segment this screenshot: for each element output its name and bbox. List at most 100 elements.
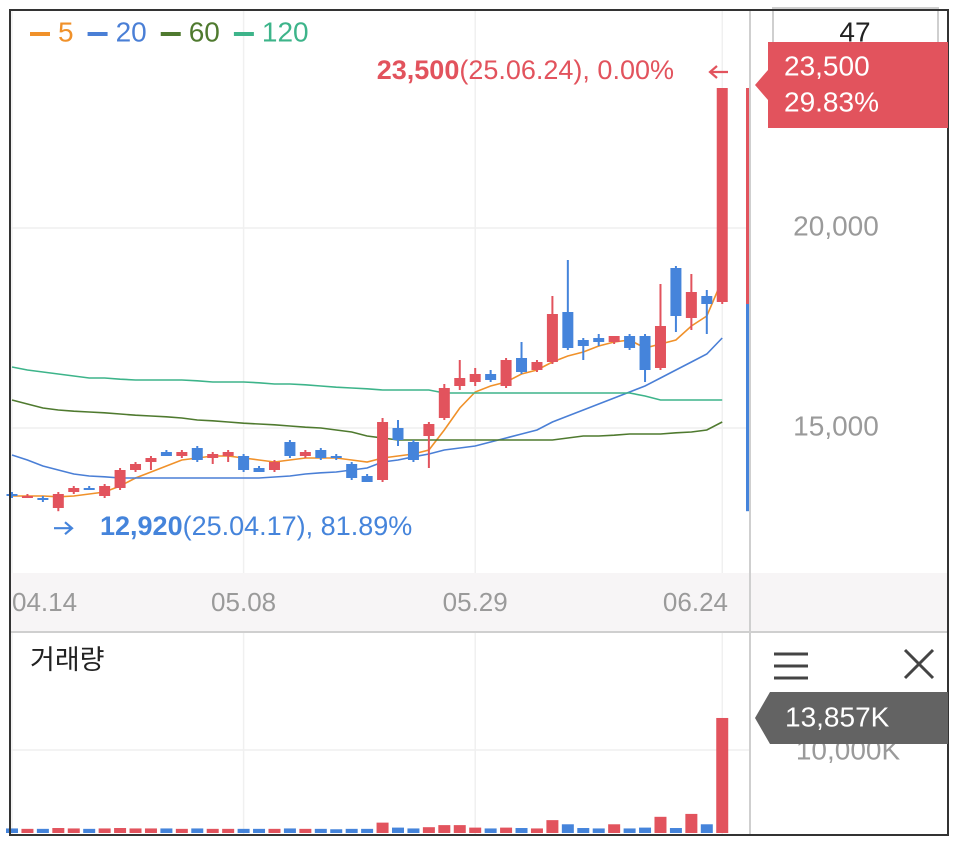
volume-bar <box>577 828 590 833</box>
volume-bar <box>98 828 111 833</box>
candle-body <box>83 488 95 490</box>
volume-bar <box>253 828 266 833</box>
legend-label: 5 <box>58 16 74 47</box>
volume-bar <box>623 828 636 833</box>
volume-bar <box>639 827 652 833</box>
volume-tag <box>755 691 948 744</box>
volume-bar <box>6 828 18 833</box>
price-tag <box>755 42 948 128</box>
candle-body <box>222 452 234 456</box>
candle-body <box>469 374 481 382</box>
volume-bar <box>469 827 482 833</box>
volume-bar <box>376 822 389 833</box>
volume-bar <box>361 828 374 833</box>
candle-body <box>52 494 64 508</box>
volume-bar <box>52 828 65 833</box>
candle-body <box>531 362 543 370</box>
x-tick-label: 05.29 <box>443 587 508 617</box>
close-icon-stroke[interactable] <box>903 648 935 680</box>
candle-body <box>423 424 435 436</box>
candle-body <box>238 456 250 470</box>
x-tick-label: 04.14 <box>12 587 77 617</box>
volume-tag-label: 13,857K <box>785 701 890 732</box>
volume-bar <box>314 828 327 833</box>
high-note: (25.06.24), 0.00% <box>459 55 674 85</box>
volume-bar <box>175 828 188 833</box>
volume-bar <box>206 828 219 833</box>
candle-body <box>37 498 49 500</box>
candle-body <box>191 448 203 460</box>
volume-bar <box>21 828 34 833</box>
menu-icon[interactable] <box>774 652 808 680</box>
legend-label: 120 <box>262 16 309 47</box>
ma-line <box>12 279 723 498</box>
volume-bar <box>345 828 358 833</box>
x-axis-band <box>10 573 948 632</box>
volume-bar <box>36 828 49 833</box>
ma-line <box>11 399 723 441</box>
volume-bar <box>530 828 543 833</box>
price-tag-label: 23,500 <box>784 50 870 81</box>
volume-bar <box>561 824 574 833</box>
low-note: (25.04.17), 81.89% <box>183 511 413 541</box>
candle-body <box>361 476 373 482</box>
candle-body <box>114 470 126 488</box>
high-annotation: 23,500(25.06.24), 0.00% <box>377 55 674 85</box>
candle-body <box>500 360 512 386</box>
volume-bar <box>592 828 605 833</box>
volume-bar <box>685 813 698 833</box>
candle-body <box>377 422 389 480</box>
volume-bar <box>392 827 404 833</box>
candle-body <box>562 312 574 348</box>
volume-bar <box>330 829 343 833</box>
legend-swatch <box>233 32 254 36</box>
candle-body <box>253 468 265 472</box>
y-tick-label: 20,000 <box>793 210 879 241</box>
candle-body <box>546 314 558 362</box>
candle-body <box>438 388 450 418</box>
candle-body <box>145 458 157 462</box>
low-annotation: 12,920(25.04.17), 81.89% <box>100 511 412 541</box>
candle-body <box>6 494 18 496</box>
ma-line <box>11 366 723 401</box>
candle-body <box>716 88 728 302</box>
volume-bar <box>237 828 250 833</box>
candle-body <box>299 452 311 456</box>
candle-body <box>99 486 111 496</box>
volume-title: 거래량 <box>30 645 105 675</box>
volume-bar <box>422 827 435 833</box>
y-tick-label: 15,000 <box>793 410 879 441</box>
candle-body <box>315 450 327 458</box>
candle-body <box>207 454 219 458</box>
x-tick-label: 06.24 <box>663 587 728 617</box>
candle-body <box>624 336 636 348</box>
candle-body <box>68 488 80 492</box>
candle-body <box>407 442 419 460</box>
volume-bar <box>114 828 127 833</box>
volume-bar <box>608 824 621 833</box>
candle-body <box>577 340 589 346</box>
volume-bar <box>299 828 312 833</box>
candle-body <box>639 336 651 370</box>
volume-bar <box>700 824 713 833</box>
frame <box>9 9 949 836</box>
volume-bar <box>67 828 80 833</box>
candle-body <box>176 452 188 456</box>
volume-bar <box>669 828 682 833</box>
volume-bar <box>83 828 96 833</box>
volume-bar <box>515 828 528 833</box>
volume-bar <box>283 828 296 833</box>
volume-bar <box>160 828 173 833</box>
candle-body <box>268 462 280 470</box>
low-arrow <box>54 521 74 536</box>
candle-body <box>160 452 172 456</box>
volume-bar <box>716 717 729 833</box>
close-icon[interactable] <box>903 648 935 680</box>
candle-body <box>654 326 666 368</box>
x-tick-label: 05.08 <box>211 587 276 617</box>
legend-swatch <box>160 32 181 36</box>
candle-body <box>392 428 404 440</box>
legend-label: 20 <box>116 16 147 47</box>
candle-body <box>130 464 142 470</box>
